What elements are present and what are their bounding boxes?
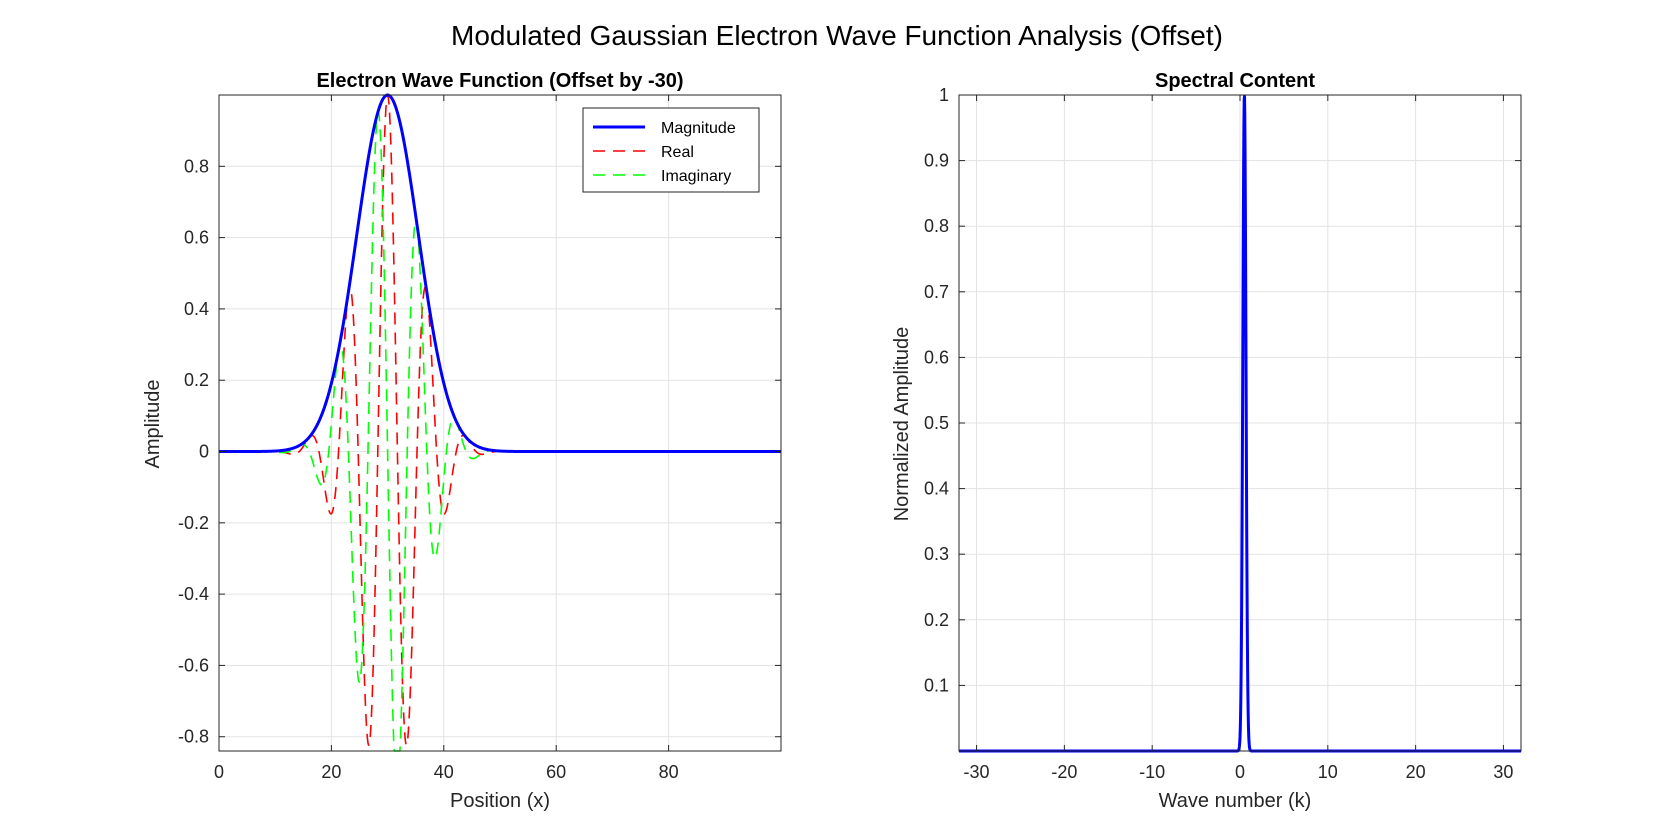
wave-xtick-label: 0 bbox=[214, 762, 224, 782]
wave-ytick-label: -0.2 bbox=[178, 513, 209, 533]
spectral-ytick-label: 0.8 bbox=[924, 216, 949, 236]
wave-xtick-label: 80 bbox=[659, 762, 679, 782]
legend: Magnitude Real Imaginary bbox=[582, 107, 760, 193]
series-real-line bbox=[218, 94, 782, 746]
series-imaginary-line bbox=[218, 111, 782, 752]
spectral-xtick-label: 30 bbox=[1493, 762, 1513, 782]
legend-label-real: Real bbox=[661, 144, 694, 161]
spectral-ytick-label: 0.9 bbox=[924, 151, 949, 171]
wave-ytick-label: -0.4 bbox=[178, 584, 209, 604]
spectral-ytick-label: 0.4 bbox=[924, 479, 949, 499]
legend-box bbox=[582, 107, 760, 193]
wave-plot-ylabel: Amplitude bbox=[142, 380, 164, 469]
legend-label-imaginary: Imaginary bbox=[661, 168, 731, 185]
wave-ytick-label: 0 bbox=[199, 442, 209, 462]
wave-ytick-label: -0.6 bbox=[178, 655, 209, 675]
spectral-xtick-label: 10 bbox=[1318, 762, 1338, 782]
wave-ytick-label: 0.2 bbox=[184, 370, 209, 390]
wave-ytick-label: 0.6 bbox=[184, 228, 209, 248]
spectral-xtick-label: 0 bbox=[1235, 762, 1245, 782]
spectral-ytick-label: 0.1 bbox=[924, 675, 949, 695]
spectral-xtick-label: 20 bbox=[1406, 762, 1426, 782]
wave-xtick-label: 60 bbox=[546, 762, 566, 782]
wave-function-plot: Electron Wave Function (Offset by -30) 0… bbox=[142, 70, 782, 812]
wave-ytick-label: 0.4 bbox=[184, 299, 209, 319]
spectral-plot: Spectral Content -30 -20 -10 0 10 20 30 0.1 0.2 0… bbox=[891, 70, 1523, 812]
spectral-ytick-label: 0.5 bbox=[924, 413, 949, 433]
spectral-xtick-label: -10 bbox=[1139, 762, 1165, 782]
spectral-plot-xlabel: Wave number (k) bbox=[1159, 790, 1312, 812]
wave-ytick-label: 0.8 bbox=[184, 156, 209, 176]
legend-label-magnitude: Magnitude bbox=[661, 120, 736, 137]
series-magnitude-line bbox=[218, 93, 782, 454]
spectral-plot-ylabel: Normalized Amplitude bbox=[891, 327, 913, 522]
wave-plot-xlabel: Position (x) bbox=[450, 790, 550, 812]
spectral-plot-title: Spectral Content bbox=[1155, 70, 1315, 92]
spectral-xtick-label: -20 bbox=[1051, 762, 1077, 782]
wave-xtick-label: 40 bbox=[434, 762, 454, 782]
figure-title: Modulated Gaussian Electron Wave Functio… bbox=[451, 20, 1223, 51]
wave-plot-title: Electron Wave Function (Offset by -30) bbox=[316, 70, 683, 92]
wave-ytick-label: -0.8 bbox=[178, 727, 209, 747]
spectral-ytick-label: 0.3 bbox=[924, 544, 949, 564]
spectral-ytick-label: 0.7 bbox=[924, 282, 949, 302]
spectral-ytick-label: 0.2 bbox=[924, 610, 949, 630]
spectral-ytick-label: 0.6 bbox=[924, 347, 949, 367]
spectral-ytick-label: 1 bbox=[939, 85, 949, 105]
wave-xtick-label: 20 bbox=[321, 762, 341, 782]
spectral-xtick-label: -30 bbox=[964, 762, 990, 782]
